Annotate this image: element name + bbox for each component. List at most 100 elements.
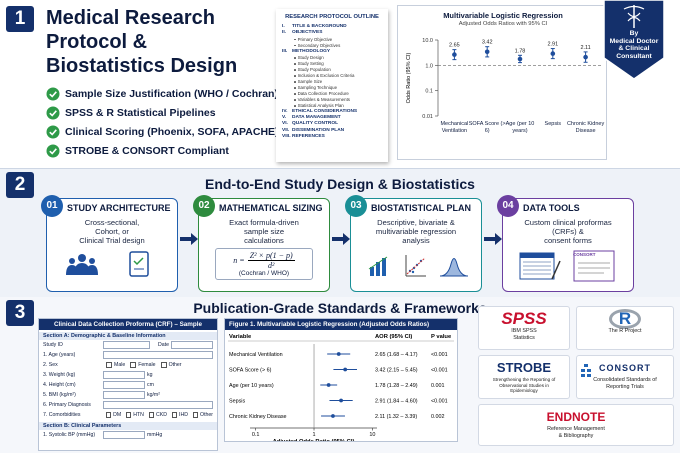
bullet [294,44,296,47]
title-line: Protocol & [46,31,148,53]
card-line: Clinical Trial design [79,236,145,245]
logo-mark: R [618,309,632,328]
crf-title: Clinical Data Collection Proforma (CRF) … [39,319,217,330]
crf-section-heading: Section A: Demographic & Baseline Inform… [39,332,217,340]
bullet [294,93,296,95]
section-number: 3 [6,300,34,326]
outline-subtext: Statistical Analysis Plan [297,102,344,108]
form-label: CONSORT [573,252,596,257]
outline-item: VIII. REFERENCES [282,134,382,140]
crf-field: Study ID Date [39,340,217,350]
field-label: 1. Age (years) [43,352,76,358]
outline-num: III. [282,48,288,54]
outline-num: VIII. [282,134,291,140]
outline-item: II. OBJECTIVES [282,30,382,36]
outline-text: REFERENCES [292,134,325,140]
logo-caption: Reference Management [547,426,605,432]
outline-num: VI. [282,121,288,127]
input-box [103,351,213,359]
outline-subitem: Secondary Objectives [282,43,382,49]
card-icon: CONSORT [503,249,633,282]
point [343,367,348,372]
aor-label: 2.91 (1.84 – 4.60) [375,399,418,405]
title-line: Medical Research [46,7,215,29]
outline-item: IV. ETHICAL CONSIDERATIONS [282,109,382,115]
card-line: Descriptive, bivariate & [377,218,455,227]
point [517,56,523,62]
outline-subitem: Sampling Technique [282,85,382,91]
row-label: Sepsis [229,399,245,405]
input-box [103,391,145,399]
outline-num: II. [282,30,286,36]
card-line: analysis [402,236,430,245]
outline-num: IV. [282,108,288,114]
team-icon [66,251,149,277]
crf-field: 4. Height (cm) cm [39,380,217,390]
section-title: Publication-Grade Standards & Frameworks [193,300,487,316]
check-circle [46,87,60,100]
card-number: 01 [41,195,63,217]
x-tick-label: 0.1 [252,432,260,438]
outline-subitem: Primary Objective [282,37,382,43]
outline-subtext: Variables & Measurements [297,96,350,102]
chart-title: Multivariable Logistic Regression [443,11,563,20]
odds-ratio-chart: Multivariable Logistic Regression Adjust… [397,5,607,160]
arrow [179,232,199,246]
crf-form: Clinical Data Collection Proforma (CRF) … [38,318,218,451]
card-title: MATHEMATICAL SIZING [219,203,323,213]
option-label: Other [200,412,214,418]
input-box [103,381,145,389]
numerator: Z² × p(1 − p) [247,251,295,261]
card-number: 02 [193,195,215,217]
bullet [294,69,296,71]
bullet [294,75,296,77]
card-line: Cohort, or [95,227,129,236]
badge-line: By [629,30,639,37]
checkbox [130,362,137,368]
checkbox [192,412,199,418]
outline-num: I. [282,24,285,29]
logo-mark: ENDNOTE [546,410,606,424]
field-label: 3. Weight (kg) [43,372,76,378]
option-label: CKD [155,412,167,418]
p-value: 0.002 [431,414,445,420]
input-box [103,341,150,349]
p-value: <0.001 [431,399,448,405]
outline-text: DATA MANAGEMENT [292,115,341,121]
outline-text: ETHICAL CONSIDERATIONS [292,108,358,114]
bullet [294,99,296,101]
card-description: Custom clinical proformas (CRFs) & consent… [503,218,633,245]
checkbox [106,412,112,418]
feature-card: 04 DATA TOOLS Custom clinical proformas (CR… [497,195,634,292]
outline-subtext: Study Setting [297,60,324,66]
logo-card: CONSORT Consolidated Standards of Reportin… [576,355,674,399]
unit-label: cm [147,382,154,388]
checklist: Sample Size Justification (WHO / Cochran… [46,84,279,160]
outline-text: TITLE & BACKGROUND [292,24,347,29]
outline-subtext: Sampling Technique [297,84,338,90]
check-text: STROBE & CONSORT Compliant [65,144,229,157]
outline-num: V. [282,115,287,121]
column-header: Variable [229,334,252,340]
card-icon [351,249,481,281]
outline-item: VII. DISSEMINATION PLAN [282,128,382,134]
checkbox [160,362,167,368]
bullet [294,87,296,89]
unit-label: kg/m² [147,392,160,398]
card-number: 03 [345,195,367,217]
crf-field: 7. Comorbidities DM HTN CKD IHD Other [39,410,217,420]
input-box [103,431,145,439]
field-label: 2. Sex [43,362,58,368]
logo-caption: The R Project [608,328,642,334]
p-value: 0.001 [431,383,445,389]
point [336,352,341,356]
card-line: multivariable regression [375,227,457,236]
check-item: SPSS & R Statistical Pipelines [46,103,279,122]
bullet [294,105,296,107]
form-icons [519,250,615,282]
card-title: BIOSTATISTICAL PLAN [371,203,471,213]
x-axis-label: Adjusted Odds Ratio (95% CI) [273,439,355,441]
y-tick-label: 0.1 [425,89,433,95]
option-label: HTN [133,412,144,418]
logo-caption: Consolidated Standards of [593,377,657,383]
